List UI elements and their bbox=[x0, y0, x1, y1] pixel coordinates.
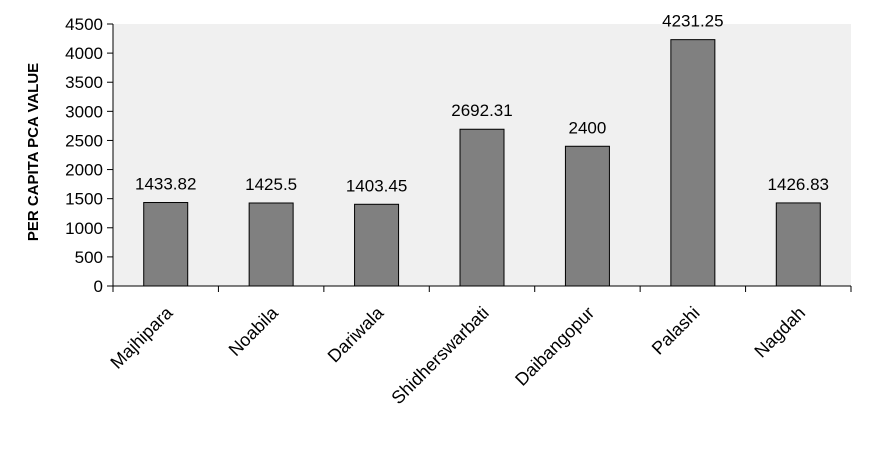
bar-nagdah bbox=[775, 202, 821, 287]
category-label-nagdah: Nagdah bbox=[750, 303, 809, 362]
data-label-palashi: 4231.25 bbox=[662, 12, 723, 31]
category-label-majhipara: Majhipara bbox=[107, 302, 178, 373]
y-tick-label: 2000 bbox=[65, 161, 103, 180]
data-label-shidherswarbati: 2692.31 bbox=[451, 101, 512, 120]
data-label-dariwala: 1403.45 bbox=[346, 176, 407, 195]
bar-daibangopur bbox=[564, 145, 610, 287]
y-tick-label: 4000 bbox=[65, 44, 103, 63]
data-label-nagdah: 1426.83 bbox=[768, 175, 829, 194]
data-label-majhipara: 1433.82 bbox=[135, 175, 196, 194]
category-label-noabila: Noabila bbox=[225, 302, 283, 360]
data-label-daibangopur: 2400 bbox=[569, 118, 607, 137]
bar-shidherswarbati bbox=[459, 128, 505, 287]
y-tick-label: 1000 bbox=[65, 219, 103, 238]
y-tick-label: 2500 bbox=[65, 131, 103, 150]
y-tick-label: 500 bbox=[75, 248, 103, 267]
y-tick-label: 3500 bbox=[65, 73, 103, 92]
category-label-palashi: Palashi bbox=[648, 303, 704, 359]
category-label-dariwala: Dariwala bbox=[324, 302, 388, 366]
y-axis-ticks: 0 500 1000 1500 2000 2500 3000 3500 4000 4500 bbox=[65, 15, 113, 296]
bars bbox=[143, 39, 821, 287]
bar-majhipara bbox=[143, 202, 189, 287]
y-tick-label: 3000 bbox=[65, 102, 103, 121]
bar-dariwala bbox=[354, 203, 400, 287]
category-label-daibangopur: Daibangopur bbox=[511, 303, 598, 390]
bar-palashi bbox=[670, 39, 716, 287]
data-labels: 1433.82 1425.5 1403.45 2692.31 2400 4231.25 14… bbox=[135, 12, 829, 196]
category-label-shidherswarbati: Shidherswarbati bbox=[387, 303, 492, 408]
data-label-noabila: 1425.5 bbox=[245, 175, 297, 194]
y-tick-label: 1500 bbox=[65, 190, 103, 209]
x-axis-ticks bbox=[112, 286, 852, 292]
y-tick-label: 0 bbox=[94, 277, 103, 296]
category-labels: Majhipara Noabila Dariwala Shidherswarbati D… bbox=[107, 302, 810, 408]
bar-noabila bbox=[248, 202, 294, 287]
y-axis-title: PER CAPITA PCA VALUE bbox=[25, 63, 42, 241]
y-tick-label: 4500 bbox=[65, 15, 103, 34]
